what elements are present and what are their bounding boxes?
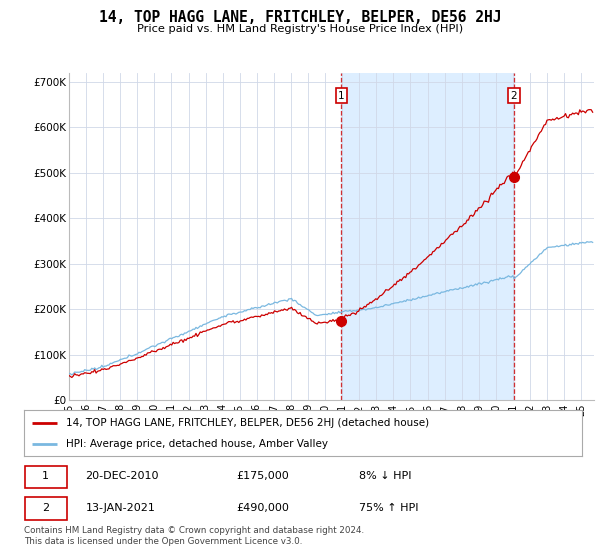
Text: Contains HM Land Registry data © Crown copyright and database right 2024.
This d: Contains HM Land Registry data © Crown c… — [24, 526, 364, 546]
Text: 75% ↑ HPI: 75% ↑ HPI — [359, 503, 418, 513]
Text: 2: 2 — [510, 91, 517, 101]
Text: 2: 2 — [42, 503, 49, 513]
Text: 8% ↓ HPI: 8% ↓ HPI — [359, 472, 412, 482]
Text: £175,000: £175,000 — [236, 472, 289, 482]
Bar — [341, 73, 514, 400]
Text: £490,000: £490,000 — [236, 503, 289, 513]
Text: 14, TOP HAGG LANE, FRITCHLEY, BELPER, DE56 2HJ: 14, TOP HAGG LANE, FRITCHLEY, BELPER, DE… — [99, 10, 501, 25]
FancyBboxPatch shape — [25, 465, 67, 488]
Text: 20-DEC-2010: 20-DEC-2010 — [85, 472, 159, 482]
Text: Price paid vs. HM Land Registry's House Price Index (HPI): Price paid vs. HM Land Registry's House … — [137, 24, 463, 34]
Text: 1: 1 — [42, 472, 49, 482]
Text: 13-JAN-2021: 13-JAN-2021 — [85, 503, 155, 513]
FancyBboxPatch shape — [25, 497, 67, 520]
Text: HPI: Average price, detached house, Amber Valley: HPI: Average price, detached house, Ambe… — [66, 439, 328, 449]
Text: 14, TOP HAGG LANE, FRITCHLEY, BELPER, DE56 2HJ (detached house): 14, TOP HAGG LANE, FRITCHLEY, BELPER, DE… — [66, 418, 429, 428]
Text: 1: 1 — [338, 91, 345, 101]
